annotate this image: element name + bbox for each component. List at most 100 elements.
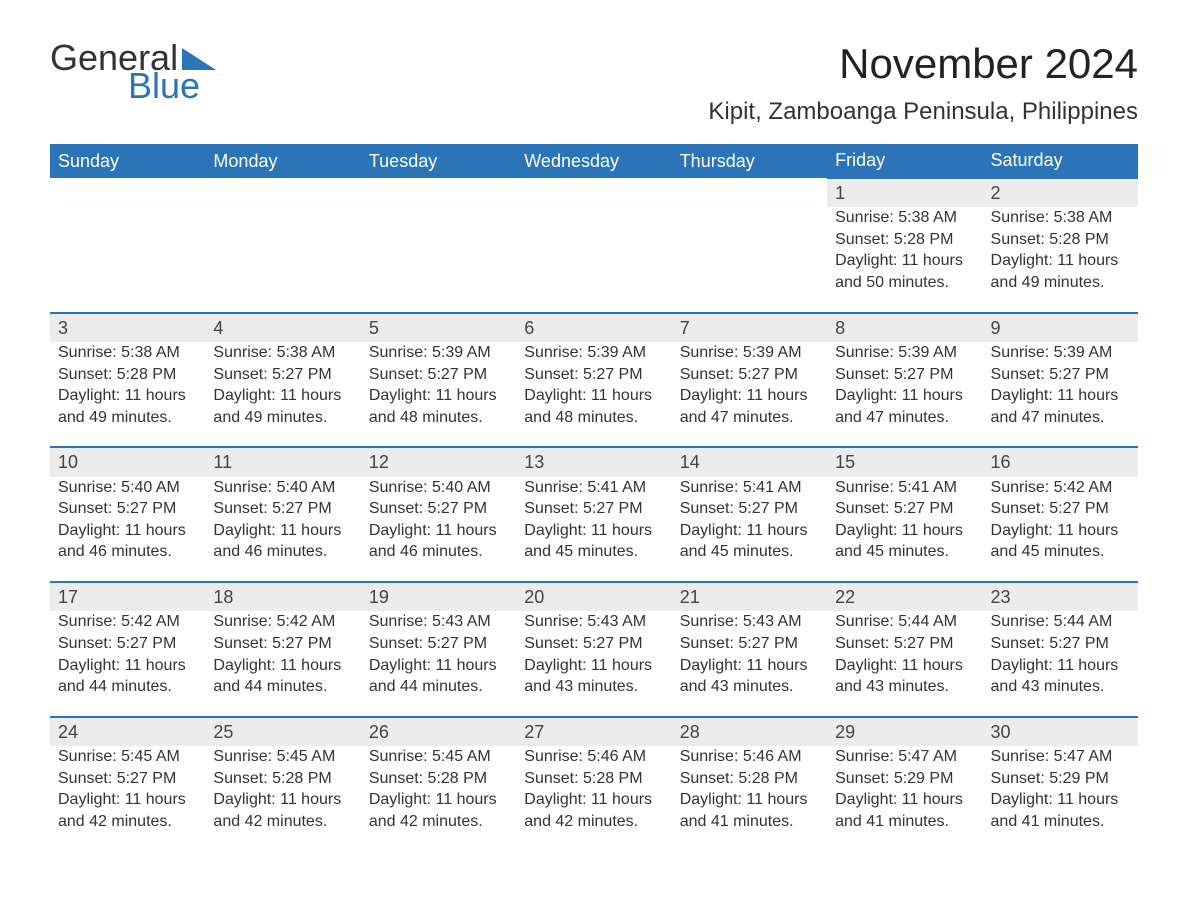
sunset-text: Sunset: 5:27 PM bbox=[369, 364, 508, 386]
daylight-text: Daylight: 11 hours and 49 minutes. bbox=[58, 385, 197, 428]
sunrise-text: Sunrise: 5:39 AM bbox=[369, 342, 508, 364]
sunset-text: Sunset: 5:27 PM bbox=[835, 364, 974, 386]
sunset-text: Sunset: 5:27 PM bbox=[58, 768, 197, 790]
weekday-header: Monday bbox=[205, 144, 360, 178]
sunrise-text: Sunrise: 5:44 AM bbox=[991, 611, 1130, 633]
sunset-text: Sunset: 5:27 PM bbox=[369, 498, 508, 520]
sunset-text: Sunset: 5:27 PM bbox=[369, 633, 508, 655]
weekday-header: Tuesday bbox=[361, 144, 516, 178]
day-cell: Sunrise: 5:39 AMSunset: 5:27 PMDaylight:… bbox=[983, 342, 1138, 447]
daylight-text: Daylight: 11 hours and 41 minutes. bbox=[835, 789, 974, 832]
day-cell: Sunrise: 5:40 AMSunset: 5:27 PMDaylight:… bbox=[361, 477, 516, 582]
sunset-text: Sunset: 5:28 PM bbox=[991, 229, 1130, 251]
day-cell: Sunrise: 5:43 AMSunset: 5:27 PMDaylight:… bbox=[516, 611, 671, 716]
day-detail-row: Sunrise: 5:45 AMSunset: 5:27 PMDaylight:… bbox=[50, 746, 1138, 850]
day-cell: Sunrise: 5:44 AMSunset: 5:27 PMDaylight:… bbox=[983, 611, 1138, 716]
sunrise-text: Sunrise: 5:42 AM bbox=[213, 611, 352, 633]
sunset-text: Sunset: 5:27 PM bbox=[524, 498, 663, 520]
header: General Blue November 2024 Kipit, Zamboa… bbox=[50, 40, 1138, 126]
brand-logo: General Blue bbox=[50, 40, 216, 104]
day-detail-row: Sunrise: 5:38 AMSunset: 5:28 PMDaylight:… bbox=[50, 207, 1138, 312]
sunrise-text: Sunrise: 5:40 AM bbox=[369, 477, 508, 499]
day-cell: Sunrise: 5:39 AMSunset: 5:27 PMDaylight:… bbox=[827, 342, 982, 447]
daylight-text: Daylight: 11 hours and 42 minutes. bbox=[58, 789, 197, 832]
daylight-text: Daylight: 11 hours and 42 minutes. bbox=[369, 789, 508, 832]
day-number-row: 12 bbox=[50, 178, 1138, 207]
sunset-text: Sunset: 5:28 PM bbox=[524, 768, 663, 790]
weekday-header-row: Sunday Monday Tuesday Wednesday Thursday… bbox=[50, 144, 1138, 178]
day-number: 2 bbox=[983, 178, 1138, 207]
day-cell: Sunrise: 5:38 AMSunset: 5:28 PMDaylight:… bbox=[983, 207, 1138, 312]
sunset-text: Sunset: 5:27 PM bbox=[213, 498, 352, 520]
day-cell: Sunrise: 5:42 AMSunset: 5:27 PMDaylight:… bbox=[983, 477, 1138, 582]
sunrise-text: Sunrise: 5:38 AM bbox=[991, 207, 1130, 229]
sunrise-text: Sunrise: 5:41 AM bbox=[524, 477, 663, 499]
daylight-text: Daylight: 11 hours and 43 minutes. bbox=[991, 655, 1130, 698]
daylight-text: Daylight: 11 hours and 41 minutes. bbox=[680, 789, 819, 832]
sunset-text: Sunset: 5:27 PM bbox=[835, 633, 974, 655]
day-number: 1 bbox=[827, 178, 982, 207]
daylight-text: Daylight: 11 hours and 47 minutes. bbox=[835, 385, 974, 428]
daylight-text: Daylight: 11 hours and 49 minutes. bbox=[991, 250, 1130, 293]
sunset-text: Sunset: 5:28 PM bbox=[680, 768, 819, 790]
daylight-text: Daylight: 11 hours and 44 minutes. bbox=[213, 655, 352, 698]
sunrise-text: Sunrise: 5:38 AM bbox=[835, 207, 974, 229]
sunset-text: Sunset: 5:27 PM bbox=[58, 633, 197, 655]
day-number: 28 bbox=[672, 717, 827, 746]
day-number: 19 bbox=[361, 582, 516, 611]
empty-cell bbox=[516, 178, 671, 207]
day-number: 23 bbox=[983, 582, 1138, 611]
day-cell: Sunrise: 5:41 AMSunset: 5:27 PMDaylight:… bbox=[827, 477, 982, 582]
sunset-text: Sunset: 5:28 PM bbox=[58, 364, 197, 386]
day-number: 18 bbox=[205, 582, 360, 611]
daylight-text: Daylight: 11 hours and 42 minutes. bbox=[213, 789, 352, 832]
empty-cell bbox=[361, 207, 516, 312]
empty-cell bbox=[361, 178, 516, 207]
day-number-row: 17181920212223 bbox=[50, 582, 1138, 611]
sunrise-text: Sunrise: 5:40 AM bbox=[213, 477, 352, 499]
day-cell: Sunrise: 5:40 AMSunset: 5:27 PMDaylight:… bbox=[205, 477, 360, 582]
daylight-text: Daylight: 11 hours and 46 minutes. bbox=[213, 520, 352, 563]
sunrise-text: Sunrise: 5:43 AM bbox=[524, 611, 663, 633]
daylight-text: Daylight: 11 hours and 46 minutes. bbox=[369, 520, 508, 563]
sunrise-text: Sunrise: 5:47 AM bbox=[991, 746, 1130, 768]
sunrise-text: Sunrise: 5:41 AM bbox=[835, 477, 974, 499]
day-number: 8 bbox=[827, 313, 982, 342]
day-number: 17 bbox=[50, 582, 205, 611]
day-detail-row: Sunrise: 5:38 AMSunset: 5:28 PMDaylight:… bbox=[50, 342, 1138, 447]
day-number: 9 bbox=[983, 313, 1138, 342]
day-number: 26 bbox=[361, 717, 516, 746]
day-number: 24 bbox=[50, 717, 205, 746]
day-number: 5 bbox=[361, 313, 516, 342]
day-detail-row: Sunrise: 5:42 AMSunset: 5:27 PMDaylight:… bbox=[50, 611, 1138, 716]
daylight-text: Daylight: 11 hours and 45 minutes. bbox=[991, 520, 1130, 563]
sunrise-text: Sunrise: 5:47 AM bbox=[835, 746, 974, 768]
sunrise-text: Sunrise: 5:43 AM bbox=[680, 611, 819, 633]
day-cell: Sunrise: 5:46 AMSunset: 5:28 PMDaylight:… bbox=[672, 746, 827, 850]
empty-cell bbox=[205, 207, 360, 312]
day-cell: Sunrise: 5:38 AMSunset: 5:28 PMDaylight:… bbox=[827, 207, 982, 312]
day-number: 21 bbox=[672, 582, 827, 611]
sunset-text: Sunset: 5:27 PM bbox=[835, 498, 974, 520]
day-number: 22 bbox=[827, 582, 982, 611]
sunrise-text: Sunrise: 5:43 AM bbox=[369, 611, 508, 633]
sunrise-text: Sunrise: 5:39 AM bbox=[991, 342, 1130, 364]
sunrise-text: Sunrise: 5:45 AM bbox=[58, 746, 197, 768]
day-number: 7 bbox=[672, 313, 827, 342]
sunset-text: Sunset: 5:27 PM bbox=[213, 633, 352, 655]
sunset-text: Sunset: 5:27 PM bbox=[680, 364, 819, 386]
sunrise-text: Sunrise: 5:46 AM bbox=[524, 746, 663, 768]
sunset-text: Sunset: 5:29 PM bbox=[991, 768, 1130, 790]
daylight-text: Daylight: 11 hours and 45 minutes. bbox=[680, 520, 819, 563]
weekday-header: Saturday bbox=[983, 144, 1138, 178]
daylight-text: Daylight: 11 hours and 43 minutes. bbox=[835, 655, 974, 698]
sunset-text: Sunset: 5:27 PM bbox=[680, 633, 819, 655]
day-detail-row: Sunrise: 5:40 AMSunset: 5:27 PMDaylight:… bbox=[50, 477, 1138, 582]
daylight-text: Daylight: 11 hours and 46 minutes. bbox=[58, 520, 197, 563]
day-cell: Sunrise: 5:39 AMSunset: 5:27 PMDaylight:… bbox=[516, 342, 671, 447]
daylight-text: Daylight: 11 hours and 48 minutes. bbox=[369, 385, 508, 428]
page-title: November 2024 bbox=[708, 40, 1138, 88]
daylight-text: Daylight: 11 hours and 44 minutes. bbox=[369, 655, 508, 698]
day-cell: Sunrise: 5:38 AMSunset: 5:28 PMDaylight:… bbox=[50, 342, 205, 447]
sunrise-text: Sunrise: 5:40 AM bbox=[58, 477, 197, 499]
